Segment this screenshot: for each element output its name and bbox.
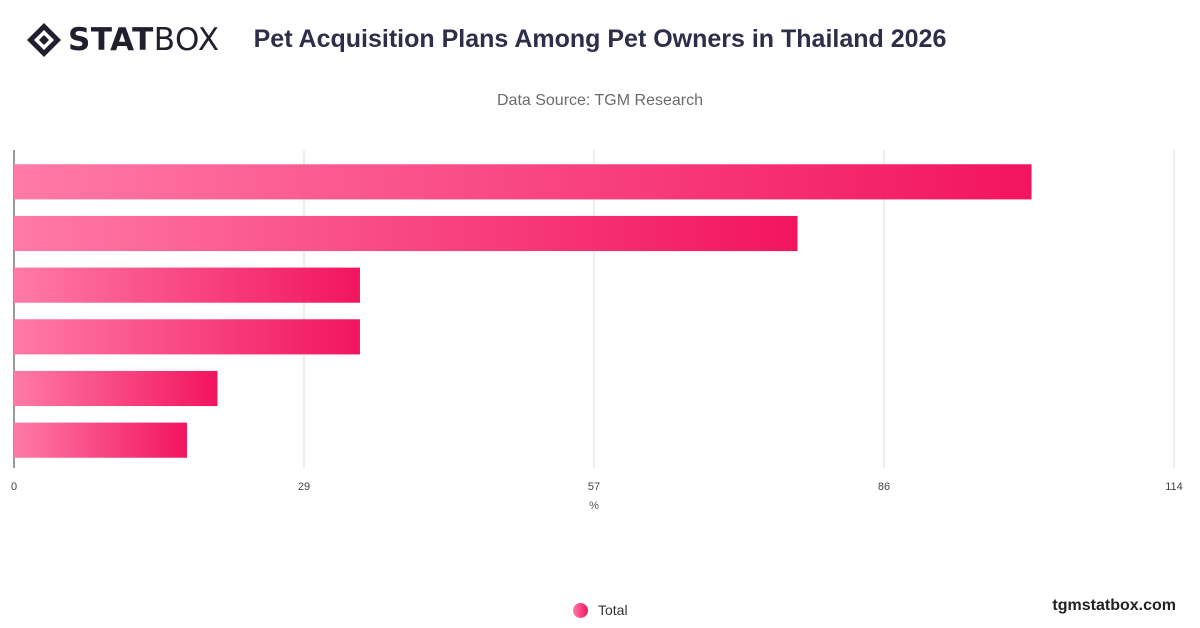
x-tick-label: 57 xyxy=(588,481,600,493)
x-tick-label: 86 xyxy=(878,481,890,493)
statbox-logo: STATBOX xyxy=(26,22,220,58)
footer-brand: tgmstatbox.com xyxy=(1052,597,1176,614)
bar[interactable] xyxy=(14,422,187,458)
x-tick-label: 29 xyxy=(298,481,310,493)
bar[interactable] xyxy=(14,319,360,355)
chart-subtitle: Data Source: TGM Research xyxy=(496,92,703,109)
x-tick-label: 114 xyxy=(1165,481,1183,493)
logo-bold-text: STAT xyxy=(68,22,154,58)
logo-wordmark: STATBOX xyxy=(68,22,220,58)
legend-label-total: Total xyxy=(598,602,628,618)
bar[interactable] xyxy=(14,267,360,303)
diamond-logo-icon xyxy=(27,23,61,57)
bar[interactable] xyxy=(14,215,798,252)
legend[interactable]: Total xyxy=(573,602,628,618)
bar[interactable] xyxy=(14,370,218,407)
chart-title: Pet Acquisition Plans Among Pet Owners i… xyxy=(253,25,947,53)
x-tick-label: 0 xyxy=(11,481,17,493)
legend-swatch xyxy=(573,602,588,618)
logo-light-text: BOX xyxy=(153,22,220,58)
bar[interactable] xyxy=(14,164,1032,200)
x-axis-label: % xyxy=(589,500,599,512)
